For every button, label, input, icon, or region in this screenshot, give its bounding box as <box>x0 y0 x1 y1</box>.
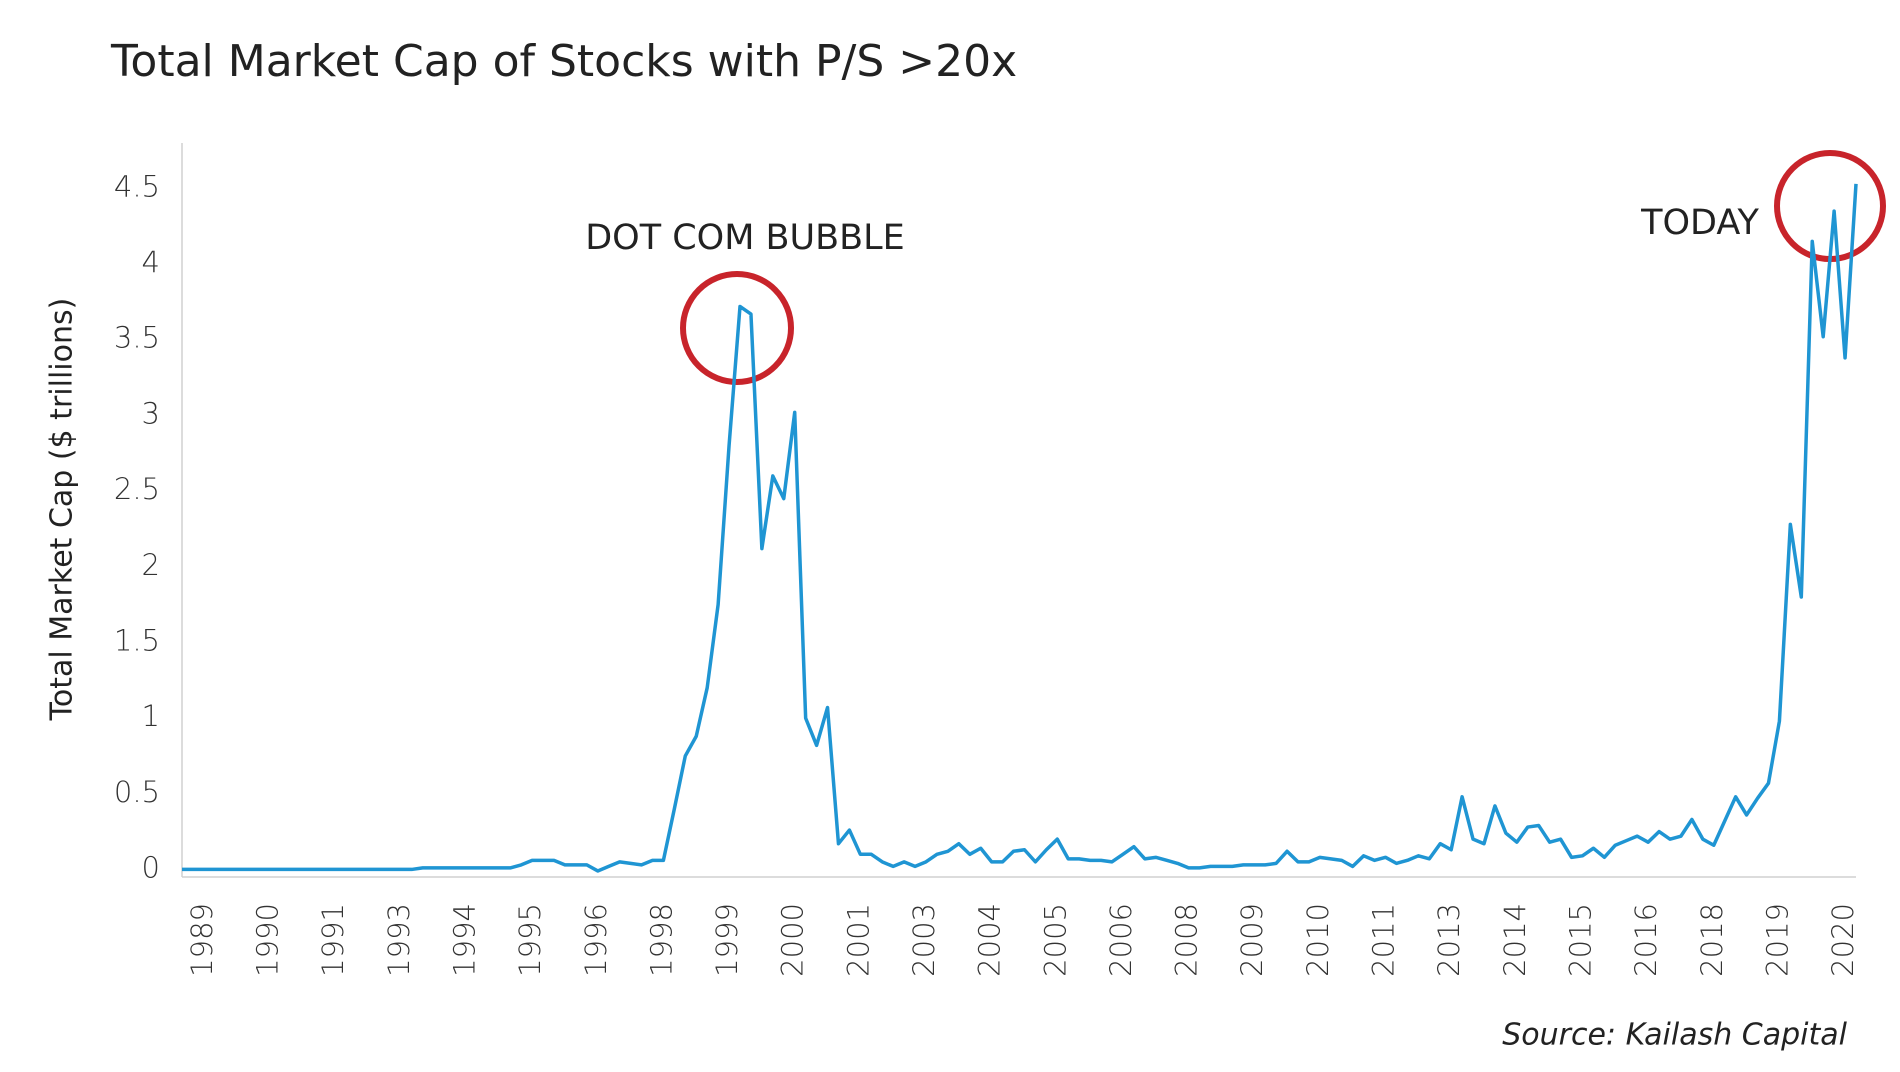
x-tick-label: 2001 <box>841 903 875 977</box>
x-tick-label: 2010 <box>1301 903 1335 977</box>
x-tick-label: 2014 <box>1498 903 1532 977</box>
x-tick-label: 2011 <box>1367 903 1401 977</box>
x-tick-label: 2009 <box>1235 903 1269 977</box>
x-tick-label: 1991 <box>316 903 350 977</box>
x-tick-label: 1989 <box>185 903 219 977</box>
x-tick-label: 2013 <box>1432 903 1466 977</box>
x-tick-label: 1995 <box>513 903 547 977</box>
y-tick-label: 4.5 <box>114 169 160 203</box>
y-tick-label: 2.5 <box>114 472 160 506</box>
x-tick-label: 1994 <box>447 903 481 977</box>
annotation-circle <box>680 271 794 385</box>
y-tick-label: 4 <box>142 245 160 279</box>
x-tick-label: 2003 <box>907 903 941 977</box>
y-tick-label: 1 <box>142 699 160 733</box>
y-axis-label: Total Market Cap ($ trillions) <box>45 298 80 722</box>
data-line <box>182 183 1858 873</box>
x-tick-label: 2008 <box>1170 903 1204 977</box>
x-tick-label: 1999 <box>710 903 744 977</box>
x-tick-label: 1998 <box>644 903 678 977</box>
x-tick-label: 1996 <box>579 903 613 977</box>
x-tick-label: 1990 <box>251 903 285 977</box>
x-tick-label: 1993 <box>382 903 416 977</box>
source-note: Source: Kailash Capital <box>1502 1018 1847 1053</box>
x-tick-label: 2019 <box>1760 903 1794 977</box>
y-tick-label: 3 <box>142 396 160 430</box>
x-tick-label: 2005 <box>1038 903 1072 977</box>
x-tick-label: 2018 <box>1695 903 1729 977</box>
chart-title: Total Market Cap of Stocks with P/S >20x <box>110 36 1017 87</box>
y-tick-label: 1.5 <box>114 623 160 657</box>
x-tick-label: 2006 <box>1104 903 1138 977</box>
y-tick-label: 0.5 <box>114 775 160 809</box>
x-tick-label: 2020 <box>1826 903 1860 977</box>
annotation: TODAY <box>1640 203 1759 243</box>
x-tick-label: 2000 <box>776 903 810 977</box>
x-tick-label: 2015 <box>1563 903 1597 977</box>
x-tick-label: 2016 <box>1629 903 1663 977</box>
x-tick-label: 2004 <box>973 903 1007 977</box>
y-tick-label: 0 <box>142 850 160 884</box>
y-tick-label: 3.5 <box>114 321 160 355</box>
y-tick-label: 2 <box>142 548 160 582</box>
annotation: DOT COM BUBBLE <box>585 218 905 258</box>
